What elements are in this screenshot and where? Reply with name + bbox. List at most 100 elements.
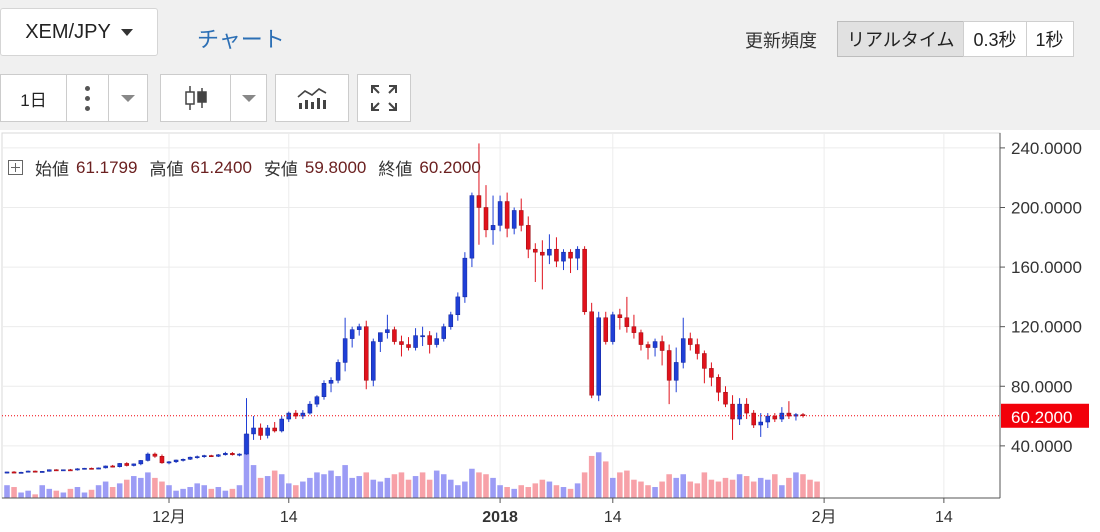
candle-body: [209, 455, 214, 457]
volume-bar: [236, 485, 243, 498]
volume-bar: [694, 483, 701, 498]
candle-body: [68, 469, 73, 472]
volume-bar: [173, 490, 179, 498]
fullscreen-button[interactable]: [357, 74, 411, 122]
candle-body: [617, 314, 623, 318]
freq-realtime-button[interactable]: リアルタイム: [837, 21, 965, 57]
candle-body: [201, 455, 207, 457]
period-menu-button[interactable]: [66, 74, 109, 122]
candle-body: [420, 335, 425, 338]
volume-bar: [166, 485, 172, 498]
candle-body: [187, 456, 193, 460]
x-tick-label: 12月: [152, 509, 186, 526]
period-dropdown-button[interactable]: [108, 74, 148, 122]
candle-body: [582, 248, 587, 313]
candle-body: [765, 415, 771, 423]
candle-body: [441, 326, 447, 339]
volume-bar: [574, 483, 581, 498]
candle-body: [110, 465, 115, 468]
candle-body: [638, 332, 644, 345]
y-tick-label: 200.0000: [1011, 198, 1082, 217]
volume-bar: [278, 474, 285, 498]
high-value: 61.2400: [190, 157, 252, 177]
volume-bar: [807, 479, 813, 498]
candle-body: [709, 368, 714, 378]
candle-body: [462, 257, 468, 298]
candle-body: [230, 453, 235, 456]
open-label: 始値: [35, 160, 69, 179]
candle-body: [469, 195, 475, 259]
volume-bar: [518, 485, 524, 498]
volume-bar: [25, 490, 31, 498]
volume-bar: [18, 492, 24, 498]
candle-body: [18, 471, 24, 474]
candle-body: [490, 225, 496, 231]
update-frequency-label: 更新頻度: [745, 31, 817, 51]
volume-bar: [708, 479, 715, 498]
candle-body: [652, 341, 658, 348]
volume-bar: [39, 485, 45, 498]
ohlc-legend: 始値 61.1799 高値 61.2400 安値 59.8000 終値 60.2…: [8, 155, 493, 180]
volume-bar: [229, 488, 236, 498]
expand-legend-icon[interactable]: [8, 160, 23, 175]
volume-bar: [60, 492, 67, 498]
caret-down-icon: [120, 28, 133, 36]
pair-selector-button[interactable]: XEM/JPY: [0, 8, 158, 56]
volume-bar: [483, 474, 489, 498]
volume-bar: [687, 481, 694, 498]
vertical-dots-icon: [85, 85, 90, 111]
candle-body: [131, 463, 137, 466]
volume-bar: [602, 461, 609, 498]
volume-bar: [729, 479, 736, 498]
candle-body: [702, 353, 707, 369]
candle-body: [307, 403, 313, 414]
caret-down-icon: [241, 94, 256, 102]
volume-bar: [285, 483, 292, 498]
volume-bar: [138, 477, 144, 498]
volume-bar: [652, 487, 658, 498]
volume-bar: [102, 481, 109, 498]
freq-0-3s-button[interactable]: 0.3秒: [963, 21, 1027, 57]
x-tick-label: 2月: [812, 509, 837, 526]
volume-bar: [257, 477, 264, 498]
y-tick-label: 160.0000: [1011, 258, 1082, 277]
high-label: 高値: [149, 160, 184, 179]
chart-type-button[interactable]: [160, 74, 231, 122]
indicator-button[interactable]: [275, 74, 349, 122]
volume-bar: [736, 474, 743, 498]
freq-1s-button[interactable]: 1秒: [1025, 21, 1074, 57]
candle-body: [413, 335, 418, 348]
candle-body: [737, 403, 742, 420]
candle-body: [554, 248, 559, 262]
candle-body: [434, 338, 439, 345]
chart-link[interactable]: チャート: [197, 27, 285, 52]
y-tick-label: 240.0000: [1011, 139, 1082, 158]
volume-bar: [201, 485, 208, 498]
volume-bar: [666, 474, 672, 498]
volume-bar: [391, 474, 398, 498]
volume-bar: [349, 477, 355, 498]
candle-body: [342, 338, 348, 363]
candle-body: [378, 332, 383, 342]
volume-bar: [116, 483, 123, 498]
volume-bar: [680, 474, 687, 498]
period-button[interactable]: 1日: [0, 74, 67, 122]
candle-body: [772, 415, 778, 420]
candle-body: [124, 463, 130, 466]
top-bar: XEM/JPY チャート 更新頻度 リアルタイム 0.3秒 1秒: [0, 0, 1100, 70]
candle-body: [159, 456, 165, 464]
chart-type-dropdown-button[interactable]: [230, 74, 267, 122]
volume-bar: [307, 477, 313, 498]
candle-body: [272, 427, 277, 432]
volume-bar: [610, 477, 616, 498]
volume-bar: [497, 485, 503, 498]
volume-bar: [88, 489, 95, 498]
last-price-badge: [1001, 403, 1089, 428]
price-chart[interactable]: 60.2000 40.0000 80.0000 120.0000 160.0000 20…: [0, 130, 1100, 532]
volume-bar: [398, 472, 405, 498]
volume-bar: [595, 452, 602, 498]
candle-body: [314, 396, 320, 405]
x-tick-label: 14: [604, 509, 622, 526]
x-tick-label: 14: [280, 509, 298, 526]
volume-bar: [567, 488, 574, 498]
